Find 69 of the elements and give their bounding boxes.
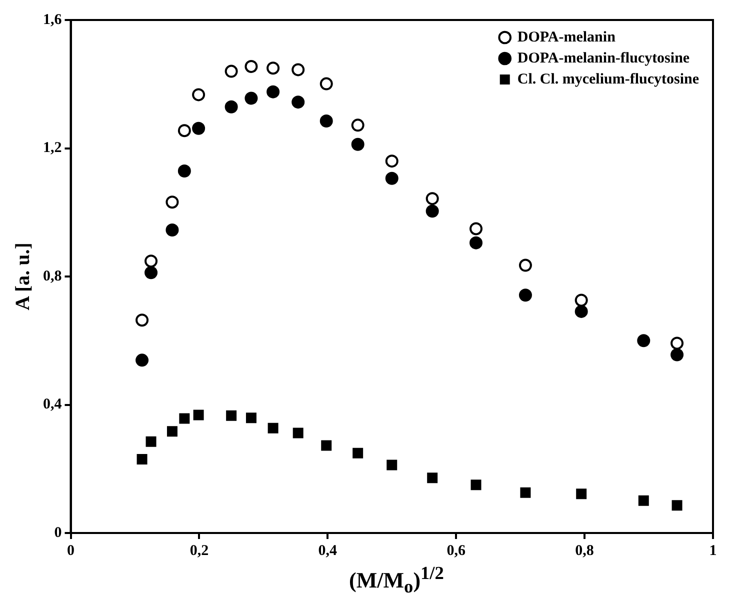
y-tick-label: 1,6 [43,12,62,28]
point [638,495,649,506]
point [292,428,304,438]
point [427,472,438,484]
point [352,448,364,458]
y-tick-label: 0,4 [43,396,62,413]
point [426,204,439,218]
point [246,412,256,424]
x-tick-label: 0,4 [318,542,338,559]
point [136,354,149,367]
y-axis-title: A [a. u.] [12,242,34,310]
point [292,63,305,76]
y-tick-label: 0 [54,524,62,541]
point [351,118,364,132]
point [426,192,439,206]
point [320,114,333,128]
point [179,413,190,424]
point [166,196,179,209]
point [520,487,531,498]
point [146,436,156,447]
point [470,236,483,250]
point [266,62,280,75]
y-tick-label: 0,8 [43,268,62,284]
point [166,426,178,437]
x-tick-label: 0,8 [575,542,594,559]
point [266,85,280,98]
point [244,92,258,105]
point [226,410,237,421]
point [224,100,238,114]
point [178,124,191,138]
point [385,172,398,185]
point [386,460,398,470]
x-tick-label: 0,2 [190,542,209,559]
point [576,488,587,500]
x-tick-label: 0 [67,542,74,559]
point [144,266,158,280]
point [385,154,398,168]
legend-label: DOPA-melanin [517,29,616,46]
point [224,64,238,78]
x-axis-title: (M/M$_{o}$)$^{1/2}$ [348,563,445,598]
point [470,222,483,236]
point [292,96,305,109]
point [244,60,258,73]
point [136,314,149,327]
x-tick-label: 0,6 [446,542,466,559]
legend-label: DOPA-melanin-flucytosine [517,50,690,66]
point [192,122,206,135]
point [320,77,333,90]
point [637,334,650,348]
point [193,410,204,420]
point [321,440,332,451]
point [518,288,532,302]
point [166,224,179,237]
point [574,304,588,318]
point [670,348,684,362]
point [178,164,191,178]
x-tick-label: 1 [709,542,717,559]
legend-label: Cl. Cl. mycelium-flucytosine [517,71,700,88]
point [144,254,158,268]
point [351,138,364,151]
point [470,480,482,490]
point [672,500,682,511]
point [268,422,278,434]
point [192,88,206,102]
point [518,258,532,272]
point [670,336,684,350]
point [136,454,148,464]
point [574,294,588,307]
y-tick-label: 1,2 [43,140,62,156]
